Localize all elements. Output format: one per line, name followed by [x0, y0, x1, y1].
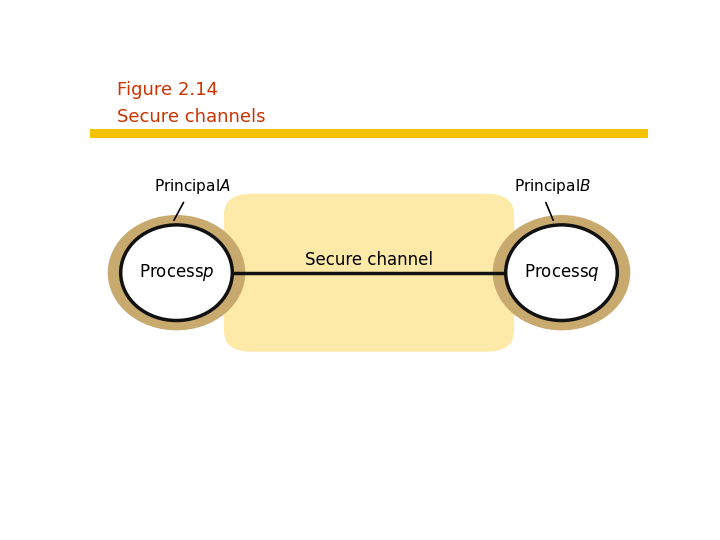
FancyBboxPatch shape [90, 129, 648, 138]
Ellipse shape [109, 216, 245, 329]
Text: Secure channel: Secure channel [305, 252, 433, 269]
Ellipse shape [121, 225, 233, 321]
Text: Process$q$: Process$q$ [523, 262, 599, 283]
Text: Figure 2.14: Figure 2.14 [117, 82, 217, 99]
Ellipse shape [505, 225, 617, 321]
Text: Secure channels: Secure channels [117, 109, 265, 126]
FancyBboxPatch shape [176, 260, 562, 285]
Text: Principal$A$: Principal$A$ [154, 177, 231, 196]
Text: Principal$B$: Principal$B$ [514, 177, 591, 196]
FancyBboxPatch shape [224, 194, 514, 352]
Text: Process$p$: Process$p$ [139, 262, 215, 283]
Ellipse shape [493, 216, 629, 329]
